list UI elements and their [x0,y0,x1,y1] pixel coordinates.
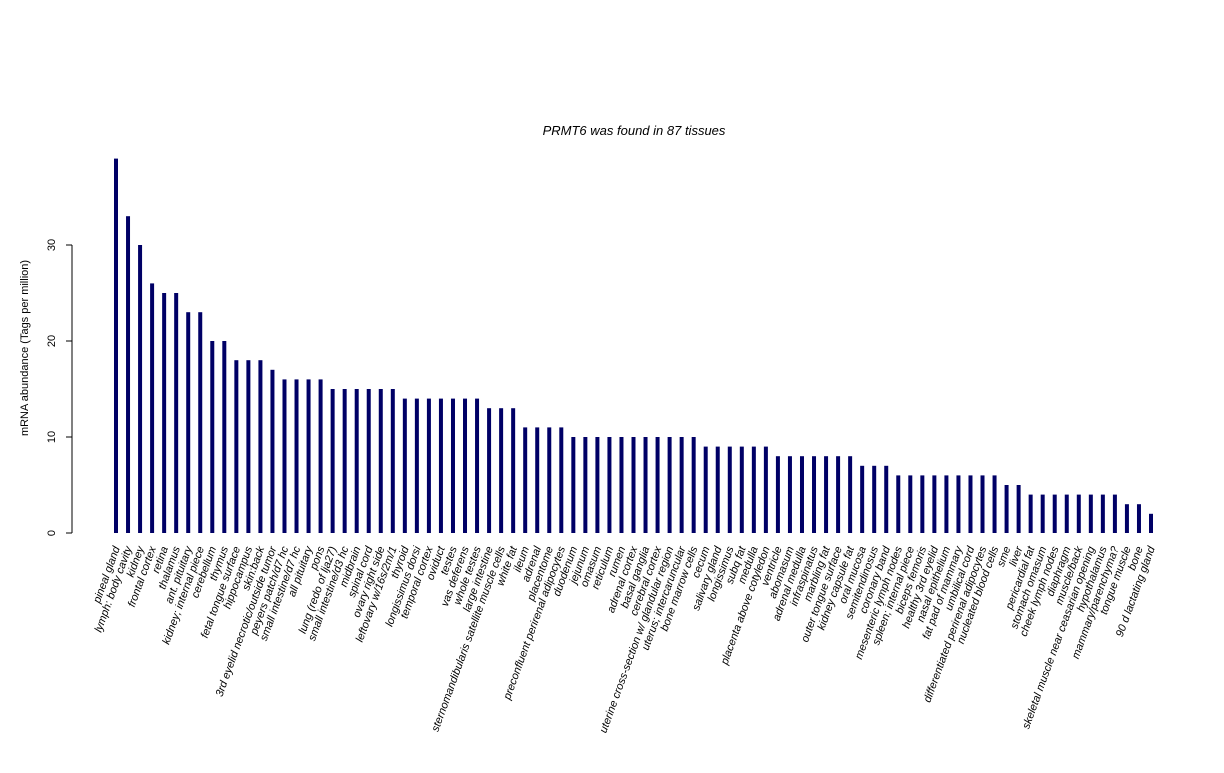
bar [799,456,804,533]
bar [679,437,684,533]
bar [390,389,395,533]
bar [787,456,792,533]
bar [1112,494,1117,533]
bar [992,475,997,533]
bar [872,465,877,533]
bar [1088,494,1093,533]
bar [511,408,516,533]
bar [631,437,636,533]
bar [318,379,323,533]
bar [1136,504,1141,533]
bar [378,389,383,533]
bars [114,158,1153,533]
bar [1100,494,1105,533]
bar [535,427,540,533]
bar [150,283,155,533]
bar [968,475,973,533]
bar [342,389,347,533]
bar [234,360,239,533]
y-axis: 0 10 20 30 [46,239,73,536]
bar [499,408,504,533]
bar [186,312,191,533]
bar [402,398,407,533]
bar [944,475,949,533]
bar [775,456,780,533]
y-tick-label: 20 [46,335,58,347]
bar [282,379,287,533]
bar [126,216,131,533]
bar [703,446,708,533]
bar [824,456,829,533]
bar [836,456,841,533]
bar [1004,485,1009,533]
bar [715,446,720,533]
bar [114,158,118,533]
bar [294,379,299,533]
bar [932,475,937,533]
bar [1149,513,1153,533]
bar [559,427,564,533]
bar [619,437,624,533]
bar [920,475,925,533]
y-tick-label: 30 [46,239,58,251]
bar [198,312,203,533]
bar [655,437,660,533]
bar [896,475,901,533]
bar [1064,494,1069,533]
chart-title: PRMT6 was found in 87 tissues [543,123,726,138]
bar [438,398,443,533]
bar [222,341,227,533]
bar [1076,494,1081,533]
bar [463,398,468,533]
bar [667,437,672,533]
y-axis-label: mRNA abundance (Tags per million) [19,260,31,436]
bar [330,389,335,533]
bar [607,437,612,533]
bar [751,446,756,533]
bar [414,398,419,533]
bar [547,427,552,533]
bar [812,456,817,533]
bar [306,379,311,533]
bar [475,398,480,533]
bar [1124,504,1129,533]
bar [487,408,492,533]
bar [583,437,588,533]
bar [727,446,732,533]
bar [908,475,913,533]
bar [1052,494,1057,533]
bar [595,437,600,533]
bar [523,427,528,533]
bar [848,456,853,533]
bar [138,245,143,533]
bar [258,360,263,533]
bar [860,465,865,533]
bar [1016,485,1021,533]
bar [571,437,576,533]
bar [1040,494,1045,533]
bar [426,398,431,533]
bar [174,293,179,533]
bar [884,465,889,533]
bar [1028,494,1033,533]
bar [956,475,961,533]
bar [246,360,251,533]
bar [210,341,215,533]
bar [763,446,768,533]
bar [450,398,455,533]
bar [643,437,648,533]
bar [366,389,371,533]
bar [980,475,985,533]
bar [354,389,359,533]
y-tick-label: 10 [46,431,58,443]
y-tick-label: 0 [46,530,58,536]
bar [739,446,744,533]
bar [691,437,696,533]
bar [270,369,275,533]
bar [162,293,167,533]
